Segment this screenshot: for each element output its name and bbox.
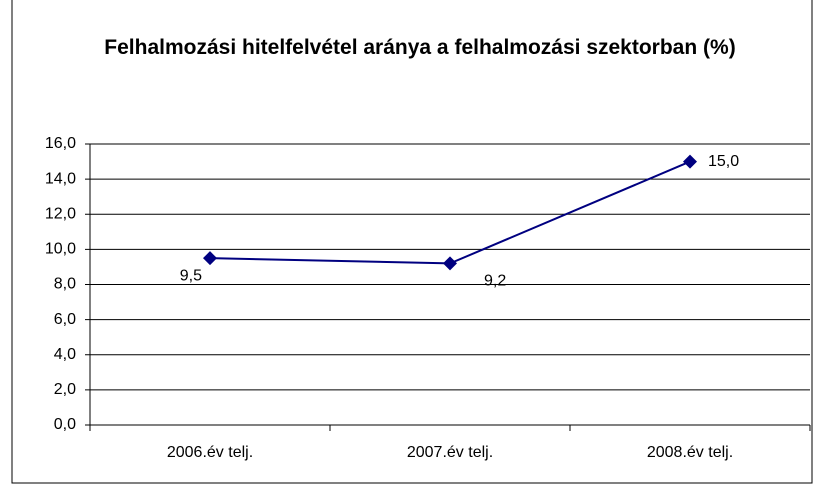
marker — [203, 251, 217, 266]
chart-title: Felhalmozási hitelfelvétel aránya a felh… — [104, 36, 736, 59]
y-tick-label: 6,0 — [54, 311, 76, 328]
y-tick-label: 12,0 — [45, 205, 76, 222]
x-tick-label: 2008.év telj. — [647, 444, 733, 461]
data-label: 9,2 — [484, 273, 506, 290]
y-tick-label: 4,0 — [54, 346, 76, 363]
y-tick-label: 16,0 — [45, 135, 76, 152]
data-label: 15,0 — [708, 153, 739, 170]
y-tick-label: 0,0 — [54, 416, 76, 433]
data-label: 9,5 — [180, 267, 202, 284]
y-tick-label: 2,0 — [54, 381, 76, 398]
y-tick-label: 10,0 — [45, 241, 76, 258]
chart-frame — [11, 0, 813, 484]
y-tick-label: 14,0 — [45, 170, 76, 187]
y-tick-label: 8,0 — [54, 276, 76, 293]
marker — [443, 256, 457, 271]
line — [209, 160, 691, 265]
x-tick-label: 2007.év telj. — [407, 444, 493, 461]
marker — [683, 154, 697, 169]
x-tick-label: 2006.év telj. — [167, 444, 253, 461]
